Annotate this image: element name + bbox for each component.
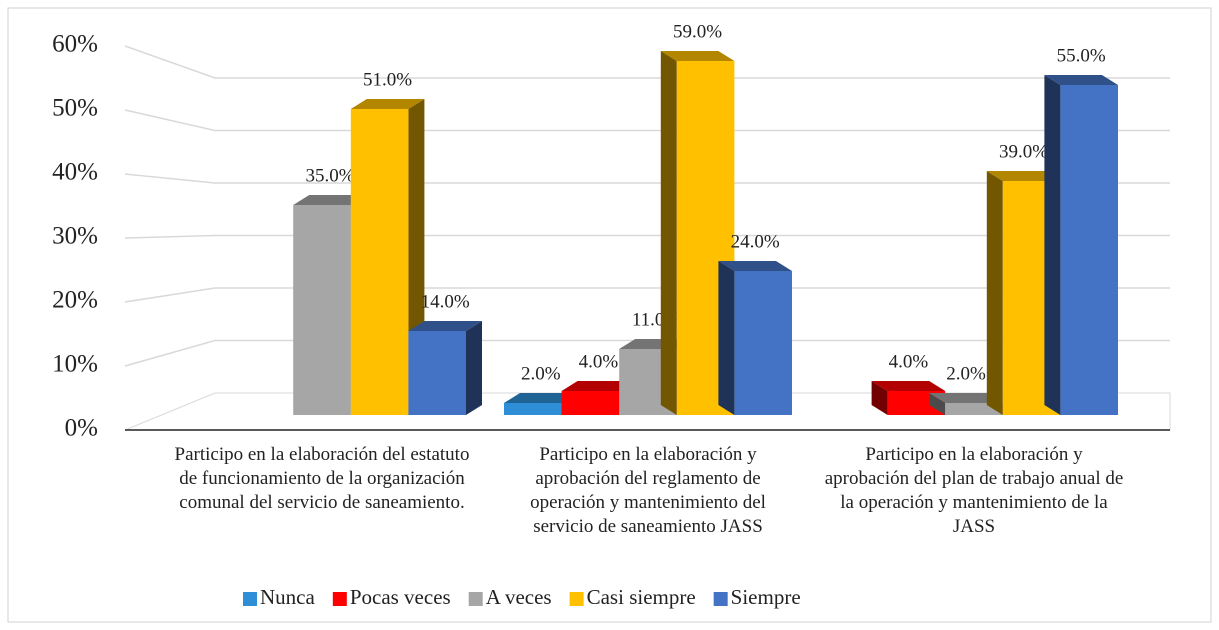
bar-top: [929, 393, 1003, 403]
bar: [293, 205, 351, 415]
bar-side: [1044, 75, 1061, 415]
grid-line: [124, 339, 1170, 367]
bar-top: [350, 99, 425, 109]
bar-top: [504, 393, 578, 403]
bar-top: [293, 195, 367, 205]
bar: [1060, 85, 1118, 415]
bar-top: [986, 171, 1061, 181]
legend-swatch: [243, 592, 257, 606]
y-tick-label: 10%: [52, 351, 98, 378]
bar-top: [718, 261, 792, 271]
bar-side: [871, 381, 888, 415]
y-tick-label: 40%: [52, 159, 98, 186]
grid-line: [124, 45, 1170, 79]
bar-side: [660, 51, 677, 415]
legend-swatch: [713, 592, 728, 606]
bar-side: [718, 261, 735, 415]
legend-label: Siempre: [731, 585, 801, 609]
bar-side: [929, 393, 946, 415]
bar-top: [660, 51, 735, 61]
legend-swatch: [569, 592, 584, 606]
y-tick-label: 20%: [52, 287, 98, 314]
bar-top: [871, 381, 946, 391]
legend-swatch: [468, 592, 483, 606]
bar: [561, 391, 620, 415]
x-tick-label: Participo en la elaboración y aprobación…: [530, 444, 766, 537]
data-label: 2.0%: [521, 363, 561, 384]
data-label: 55.0%: [1057, 45, 1106, 66]
y-tick-label: 60%: [52, 31, 98, 58]
bar-top: [561, 381, 636, 391]
grid-line: [124, 109, 1170, 132]
bar: [408, 331, 466, 415]
data-label: 35.0%: [305, 165, 354, 186]
data-label: 14.0%: [421, 291, 470, 312]
y-tick-label: 0%: [65, 415, 98, 442]
data-label: 4.0%: [889, 351, 929, 372]
grid-line: [124, 173, 1170, 184]
grid-line: [124, 287, 1170, 303]
bar-side: [986, 171, 1003, 415]
x-tick-label: Participo en la elaboración del estatuto…: [174, 444, 470, 513]
bar-top: [1044, 75, 1118, 85]
data-label: 51.0%: [363, 69, 412, 90]
data-label: 4.0%: [579, 351, 619, 372]
data-label: 39.0%: [999, 141, 1048, 162]
legend-swatch: [332, 592, 347, 606]
legend-label: Nunca: [260, 585, 315, 609]
data-label: 2.0%: [946, 363, 986, 384]
bar: [734, 271, 792, 415]
data-label: 59.0%: [673, 21, 722, 42]
x-tick-label: Participo en la elaboración y aprobación…: [824, 444, 1124, 537]
grid-line: [124, 234, 1170, 239]
bar: [504, 403, 562, 415]
legend-label: Pocas veces: [350, 585, 451, 609]
legend-label: Casi siempre: [587, 585, 696, 609]
bar-side: [466, 321, 482, 415]
bar: [350, 109, 409, 415]
y-tick-label: 50%: [52, 95, 98, 122]
y-tick-label: 30%: [52, 223, 98, 250]
legend-label: A veces: [486, 585, 552, 609]
data-label: 24.0%: [731, 231, 780, 252]
bar-top: [408, 321, 482, 331]
